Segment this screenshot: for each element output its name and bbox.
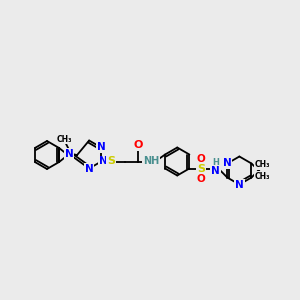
Text: N: N xyxy=(235,179,244,190)
Text: CH₃: CH₃ xyxy=(56,134,72,143)
Text: N: N xyxy=(97,142,106,152)
Text: O: O xyxy=(134,140,143,151)
Text: CH₃: CH₃ xyxy=(255,172,270,181)
Text: CH₃: CH₃ xyxy=(255,160,270,169)
Text: N: N xyxy=(223,158,232,169)
Text: N: N xyxy=(85,164,94,173)
Text: N: N xyxy=(65,149,74,159)
Text: S: S xyxy=(107,157,115,166)
Text: S: S xyxy=(197,164,206,173)
Text: H: H xyxy=(212,158,219,167)
Text: N: N xyxy=(211,166,220,176)
Text: N: N xyxy=(99,157,108,166)
Text: NH: NH xyxy=(143,157,159,166)
Text: O: O xyxy=(197,173,206,184)
Text: O: O xyxy=(197,154,206,164)
